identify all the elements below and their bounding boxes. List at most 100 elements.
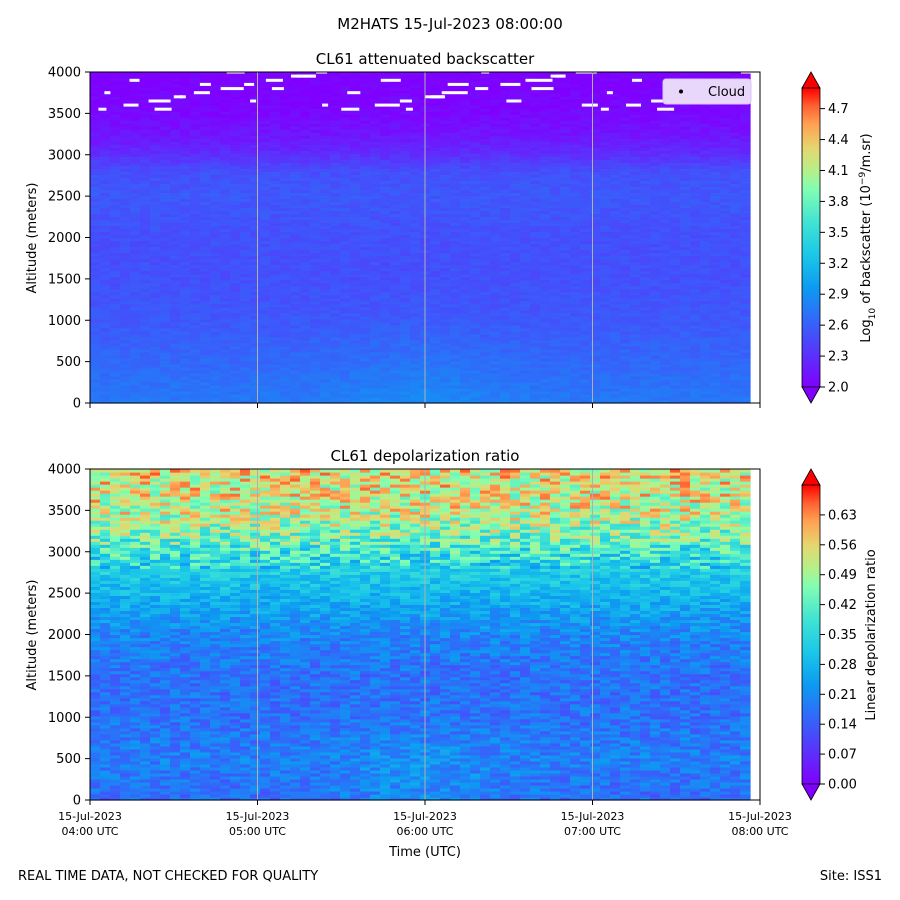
- heatmap-cell: [90, 360, 101, 365]
- heatmap-cell: [620, 213, 631, 218]
- heatmap-cell: [670, 261, 681, 266]
- heatmap-cell: [630, 348, 641, 353]
- heatmap-cell: [730, 180, 741, 184]
- heatmap-cell: [440, 303, 451, 308]
- heatmap-cell: [130, 336, 141, 341]
- heatmap-cell: [260, 291, 271, 296]
- heatmap-cell: [610, 369, 621, 374]
- heatmap-cell: [190, 390, 201, 395]
- heatmap-cell: [130, 396, 141, 401]
- heatmap-cell: [210, 291, 221, 296]
- heatmap-cell: [540, 318, 551, 323]
- heatmap-cell: [500, 255, 511, 260]
- heatmap-cell: [130, 399, 141, 404]
- heatmap-cell: [550, 276, 561, 281]
- heatmap-cell: [300, 300, 311, 305]
- heatmap-cell: [700, 390, 711, 395]
- heatmap-cell: [290, 324, 301, 329]
- heatmap-cell: [520, 318, 531, 323]
- heatmap-cell: [610, 384, 621, 389]
- heatmap-cell: [190, 222, 201, 227]
- heatmap-cell: [700, 282, 711, 287]
- heatmap-cell: [190, 345, 201, 350]
- heatmap-cell: [250, 381, 261, 386]
- heatmap-cell: [350, 222, 361, 227]
- heatmap-cell: [290, 264, 301, 269]
- heatmap-cell: [240, 243, 251, 248]
- heatmap-cell: [370, 207, 381, 212]
- heatmap-cell: [630, 354, 641, 359]
- heatmap-cell: [450, 177, 461, 181]
- heatmap-cell: [120, 189, 131, 193]
- heatmap-cell: [180, 339, 191, 344]
- heatmap-cell: [370, 270, 381, 275]
- heatmap-cell: [690, 384, 701, 389]
- heatmap-cell: [210, 225, 221, 230]
- heatmap-cell: [250, 234, 261, 239]
- heatmap-cell: [260, 342, 271, 347]
- heatmap-cell: [350, 198, 361, 202]
- heatmap-cell: [510, 375, 521, 380]
- heatmap-cell: [160, 297, 171, 302]
- heatmap-cell: [560, 372, 571, 377]
- heatmap-cell: [630, 390, 641, 395]
- heatmap-cell: [600, 330, 611, 335]
- heatmap-cell: [590, 366, 601, 371]
- heatmap-cell: [650, 387, 661, 392]
- heatmap-cell: [740, 390, 751, 395]
- heatmap-cell: [470, 375, 481, 380]
- heatmap-cell: [630, 330, 641, 335]
- heatmap-cell: [270, 315, 281, 320]
- heatmap-cell: [170, 255, 181, 260]
- heatmap-cell: [370, 216, 381, 221]
- heatmap-cell: [190, 258, 201, 263]
- heatmap-cell: [330, 183, 341, 187]
- heatmap-cell: [410, 384, 421, 389]
- heatmap-cell: [670, 384, 681, 389]
- heatmap-cell: [490, 384, 501, 389]
- heatmap-cell: [220, 213, 231, 218]
- heatmap-cell: [550, 390, 561, 395]
- heatmap-cell: [620, 324, 631, 329]
- heatmap-cell: [480, 306, 491, 311]
- heatmap-cell: [290, 246, 301, 251]
- heatmap-cell: [100, 336, 111, 341]
- heatmap-cell: [580, 390, 591, 395]
- heatmap-cell: [380, 189, 391, 193]
- heatmap-cell: [700, 306, 711, 311]
- heatmap-cell: [710, 246, 721, 251]
- heatmap-cell: [630, 237, 641, 242]
- heatmap-cell: [220, 177, 231, 181]
- heatmap-cell: [170, 333, 181, 338]
- heatmap-cell: [530, 258, 541, 263]
- heatmap-cell: [170, 372, 181, 377]
- heatmap-cell: [130, 339, 141, 344]
- heatmap-cell: [610, 207, 621, 212]
- heatmap-cell: [650, 291, 661, 296]
- heatmap-cell: [300, 216, 311, 221]
- heatmap-cell: [290, 189, 301, 193]
- heatmap-cell: [740, 204, 751, 209]
- heatmap-cell: [130, 375, 141, 380]
- heatmap-cell: [450, 288, 461, 293]
- heatmap-cell: [590, 186, 601, 190]
- heatmap-cell: [130, 282, 141, 287]
- heatmap-cell: [190, 249, 201, 254]
- heatmap-cell: [510, 339, 521, 344]
- heatmap-cell: [360, 198, 371, 202]
- heatmap-cell: [140, 198, 151, 202]
- heatmap-cell: [100, 177, 111, 181]
- heatmap-cell: [330, 381, 341, 386]
- heatmap-cell: [90, 330, 101, 335]
- heatmap-cell: [270, 330, 281, 335]
- heatmap-cell: [340, 225, 351, 230]
- heatmap-cell: [580, 264, 591, 269]
- heatmap-cell: [560, 297, 571, 302]
- heatmap-cell: [480, 198, 491, 202]
- heatmap-cell: [550, 186, 561, 190]
- heatmap-cell: [660, 246, 671, 251]
- heatmap-cell: [580, 219, 591, 224]
- heatmap-cell: [580, 255, 591, 260]
- heatmap-cell: [560, 189, 571, 193]
- heatmap-cell: [610, 228, 621, 233]
